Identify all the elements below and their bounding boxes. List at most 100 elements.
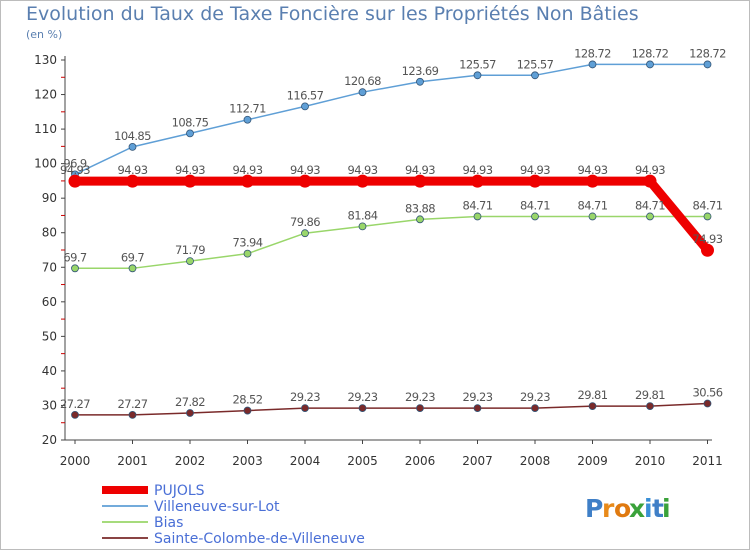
data-point <box>416 215 424 224</box>
data-point <box>588 212 597 221</box>
y-tick-label: 90 <box>42 191 57 205</box>
data-label: 27.27 <box>118 397 148 411</box>
data-point <box>241 174 254 188</box>
data-label: 29.23 <box>405 390 435 404</box>
data-point <box>416 404 424 413</box>
data-point <box>186 409 194 417</box>
data-point <box>473 212 482 221</box>
x-tick-label: 2003 <box>232 454 263 468</box>
data-point <box>358 404 367 413</box>
data-label: 84.71 <box>693 198 723 212</box>
data-point <box>68 174 82 188</box>
data-label: 84.71 <box>635 198 665 212</box>
data-label: 74.93 <box>693 232 723 246</box>
series-line <box>70 176 712 255</box>
data-point <box>703 60 712 69</box>
data-point <box>243 249 252 258</box>
x-tick-label: 2011 <box>692 454 723 468</box>
data-label: 94.93 <box>60 163 90 177</box>
y-tick-label: 130 <box>34 53 57 67</box>
logo-letter: o <box>614 494 631 523</box>
data-label: 29.23 <box>348 390 378 404</box>
y-tick-label: 70 <box>42 260 57 274</box>
x-tick-label: 2006 <box>405 454 436 468</box>
y-tick-label: 120 <box>34 88 57 102</box>
data-label: 84.71 <box>520 198 550 212</box>
data-point <box>128 264 137 273</box>
x-tick-label: 2005 <box>347 454 378 468</box>
logo-letter: r <box>602 494 615 523</box>
data-point <box>356 174 369 188</box>
data-point <box>588 402 597 411</box>
data-label: 128.72 <box>689 46 726 60</box>
x-tick-label: 2009 <box>577 454 608 468</box>
data-label: 94.93 <box>290 163 320 177</box>
y-axis-unit: (en %) <box>26 28 63 41</box>
logo-letter: t <box>652 494 664 523</box>
y-tick-label: 40 <box>42 364 57 378</box>
data-label: 81.84 <box>348 208 378 222</box>
data-point <box>473 404 482 413</box>
x-tick-label: 2004 <box>290 454 321 468</box>
data-label: 112.71 <box>229 102 266 116</box>
logo-letter: i <box>644 494 653 523</box>
data-point <box>416 77 424 86</box>
data-label: 73.94 <box>233 236 263 250</box>
data-point <box>586 174 599 188</box>
data-label: 69.7 <box>63 250 86 264</box>
logo-letter: P <box>585 494 603 523</box>
data-point <box>646 60 654 69</box>
x-tick-label: 2010 <box>635 454 666 468</box>
data-label: 123.69 <box>402 64 439 78</box>
y-tick-label: 60 <box>42 295 57 309</box>
data-label: 120.68 <box>344 74 381 88</box>
data-point <box>531 404 539 413</box>
data-label: 128.72 <box>574 46 611 60</box>
y-tick-label: 50 <box>42 329 57 343</box>
data-point <box>298 174 312 188</box>
series-line <box>74 402 709 416</box>
logo-letter: x <box>629 494 645 523</box>
legend-label: Villeneuve-sur-Lot <box>154 499 280 515</box>
data-point <box>701 243 714 257</box>
data-point <box>528 174 542 188</box>
axes: 20 30 40 50 60 70 80 90 100 110 120 130 2000 2001 2002… <box>34 53 723 468</box>
y-tick-label: 110 <box>34 122 57 136</box>
legend-label: Bias <box>154 515 183 531</box>
data-label: 108.75 <box>172 115 209 129</box>
data-point <box>186 257 194 265</box>
series-line <box>74 215 709 270</box>
x-tick-label: 2002 <box>175 454 206 468</box>
data-point <box>646 212 654 221</box>
data-point <box>243 115 252 124</box>
data-label: 29.23 <box>520 390 550 404</box>
data-label: 69.7 <box>121 250 144 264</box>
data-point <box>531 71 539 80</box>
data-point <box>643 174 657 188</box>
data-label: 27.27 <box>60 397 90 411</box>
proxiti-logo: Pr oxi ti <box>585 494 671 523</box>
data-point <box>301 102 309 111</box>
legend-label: Sainte-Colombe-de-Villeneuve <box>154 531 365 547</box>
y-tick-label: 80 <box>42 226 57 240</box>
data-label: 125.57 <box>459 57 496 71</box>
legend-label: PUJOLS <box>154 483 205 499</box>
data-label: 29.23 <box>290 390 320 404</box>
data-label: 29.23 <box>463 390 493 404</box>
data-point <box>703 212 712 221</box>
legend: PUJOLSVilleneuve-sur-LotBiasSainte-Colom… <box>102 483 365 547</box>
data-point <box>71 410 79 419</box>
data-label: 104.85 <box>114 129 151 143</box>
data-label: 30.56 <box>693 386 723 400</box>
data-point <box>473 71 482 80</box>
data-label: 94.93 <box>233 163 263 177</box>
series-line <box>74 63 709 176</box>
x-tick-label: 2001 <box>117 454 148 468</box>
data-point <box>703 399 712 408</box>
data-label: 79.86 <box>290 215 320 229</box>
data-label: 83.88 <box>405 201 435 215</box>
chart-title: Evolution du Taux de Taxe Foncière sur l… <box>26 3 639 25</box>
data-point <box>301 404 309 413</box>
data-point <box>186 129 194 138</box>
